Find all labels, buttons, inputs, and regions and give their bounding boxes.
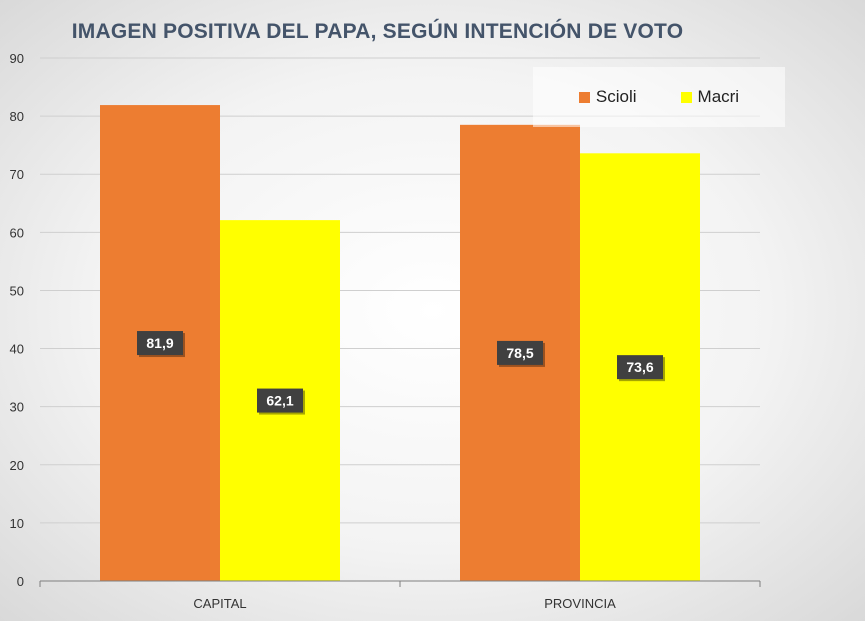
y-tick-label: 0 xyxy=(17,574,24,589)
data-label: 73,6 xyxy=(626,359,653,375)
data-label: 78,5 xyxy=(506,345,533,361)
y-tick-label: 20 xyxy=(10,458,24,473)
y-tick-label: 50 xyxy=(10,283,24,298)
y-tick-label: 90 xyxy=(10,51,24,66)
data-label-box xyxy=(617,355,663,380)
legend-swatch-macri xyxy=(680,91,692,103)
legend-item-macri: Macri xyxy=(680,87,740,107)
legend-label-scioli: Scioli xyxy=(595,87,637,106)
legend-item-scioli: Scioli xyxy=(578,87,637,107)
legend: Scioli Macri xyxy=(533,67,785,127)
y-tick-label: 40 xyxy=(10,342,24,357)
y-tick-label: 30 xyxy=(10,400,24,415)
y-tick-label: 60 xyxy=(10,225,24,240)
chart-title: IMAGEN POSITIVA DEL PAPA, SEGÚN INTENCIÓ… xyxy=(71,20,684,43)
legend-swatch-scioli xyxy=(578,91,590,103)
x-tick-label: CAPITAL xyxy=(193,596,246,611)
y-tick-label: 70 xyxy=(10,167,24,182)
y-tick-label: 10 xyxy=(10,516,24,531)
legend-label-macri: Macri xyxy=(697,87,740,106)
data-label-box xyxy=(257,388,303,413)
x-tick-label: PROVINCIA xyxy=(544,596,616,611)
data-label: 62,1 xyxy=(266,393,293,409)
y-tick-label: 80 xyxy=(10,109,24,124)
data-label-box xyxy=(137,331,183,356)
data-label-box xyxy=(497,340,543,365)
data-label: 81,9 xyxy=(146,335,173,351)
